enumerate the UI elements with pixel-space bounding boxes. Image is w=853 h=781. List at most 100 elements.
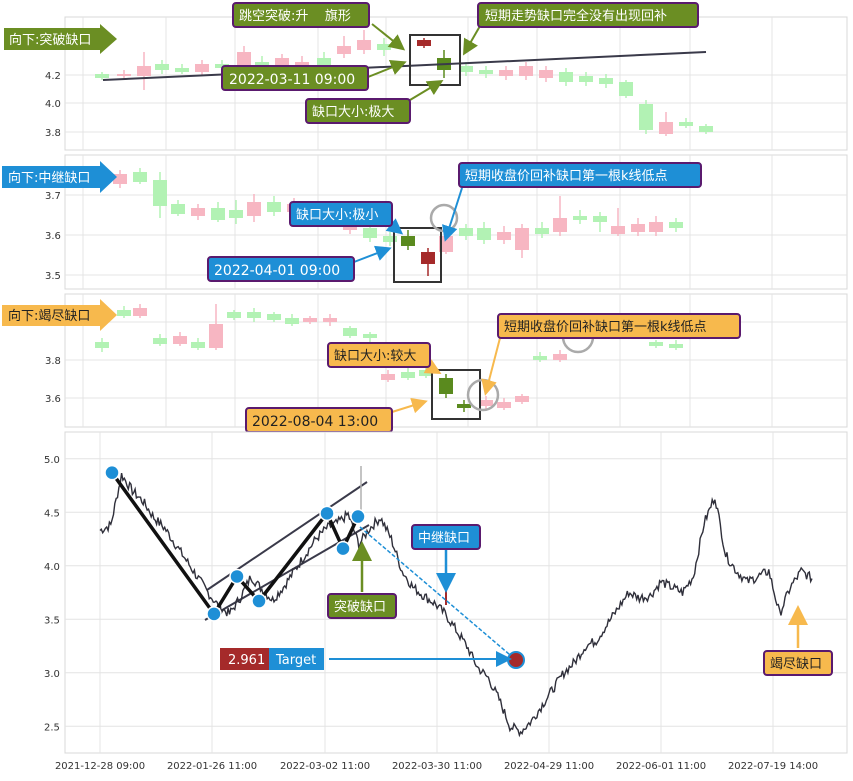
candle-body: [519, 66, 533, 76]
candle-body: [639, 104, 653, 130]
exhaustion-callout-arrow: [481, 337, 501, 396]
runaway-callout-date-box: [207, 256, 355, 282]
candle-body: [363, 334, 377, 338]
runaway-callout-date: 2022-04-01 09:00: [214, 263, 340, 279]
panel-exhaustion-tag: 向下:竭尽缺口: [8, 308, 90, 324]
target-value-box: [220, 648, 269, 670]
main-ytick-label: 4.0: [44, 562, 60, 573]
breakaway-callout-fill-box: [477, 2, 699, 28]
panel-main-yticks: 5.0 4.5 4.0 3.5 3.0 2.5: [44, 455, 60, 734]
exhaustion-callout-arrow: [391, 397, 428, 414]
candle-body: [417, 40, 431, 46]
target-label-box: [269, 648, 324, 670]
candle-body: [237, 52, 251, 66]
candle-body: [195, 64, 209, 72]
panel-exhaustion-tag-arrow: [2, 299, 117, 331]
candle-body: [133, 308, 147, 316]
candle-body: [191, 342, 205, 348]
breakaway-callout-fill: 短期走势缺口完全没有出现回补: [485, 8, 667, 24]
candle-body: [669, 344, 683, 348]
breakaway-callout-date: 2022-03-11 09:00: [229, 72, 355, 88]
candle-body: [377, 44, 391, 50]
candle-body: [515, 228, 529, 250]
panel-breakaway-tag-arrow: [4, 24, 117, 54]
breakaway-callout-arrow: [367, 60, 407, 78]
target-projection-line: [359, 526, 517, 661]
panel-runaway-tag-arrow: [2, 161, 117, 193]
candle-body: [175, 68, 189, 72]
candle-body: [247, 202, 261, 216]
panel-breakaway-tag: 向下:突破缺口: [9, 32, 91, 48]
candle-body: [133, 172, 147, 182]
main-xtick-label: 2022-01-26 11:00: [167, 761, 257, 772]
breakaway-callout-arrow: [409, 79, 444, 101]
candle-body: [191, 208, 205, 216]
breakaway-callout-date-box: [221, 65, 369, 91]
runaway-callout-arrow: [353, 245, 392, 263]
candle-body: [459, 228, 473, 236]
panel-breakaway: 4.2 4.0 3.8 向下:突破缺口 跳空突破:升 旗形 短期走势缺口完全没有…: [4, 2, 848, 151]
candle-body: [117, 74, 131, 76]
candle-body: [539, 70, 553, 78]
panel-main-xticks: 2021-12-28 09:00 2022-01-26 11:00 2022-03-…: [55, 761, 818, 772]
panel-exhaustion-candles: [95, 304, 683, 412]
pattern-point: [350, 508, 366, 525]
exhaustion-callout-size-box: [327, 342, 431, 368]
candle-body: [381, 374, 395, 380]
main-ytick-label: 3.0: [44, 669, 60, 680]
runaway-gap-box: [393, 227, 442, 283]
candle-body: [659, 122, 673, 134]
candle-body: [533, 356, 547, 360]
pattern-point: [319, 505, 335, 522]
exhaustion-callout-fill: 短期收盘价回补缺口第一根k线低点: [504, 319, 707, 335]
candle-body: [117, 310, 131, 316]
pattern-point: [251, 593, 267, 609]
breakaway-callout-arrow: [371, 23, 406, 51]
panel-breakaway-grid: [65, 17, 847, 150]
candle-body: [153, 180, 167, 206]
candle-body: [553, 354, 567, 360]
candle-body: [401, 372, 415, 378]
candle-body: [155, 64, 169, 70]
panel-breakaway-ytick: 4.2: [45, 71, 61, 82]
candle-body: [421, 252, 435, 264]
pattern-point: [104, 464, 120, 481]
runaway-label: 中继缺口: [418, 531, 470, 546]
candle-body: [699, 126, 713, 132]
runaway-callout-arrow: [442, 187, 463, 242]
pattern-points: [104, 464, 366, 622]
panel-runaway-candles: [113, 168, 683, 276]
candle-body: [611, 226, 625, 234]
candle-body: [227, 312, 241, 318]
main-ytick-label: 5.0: [44, 455, 60, 466]
candle-body: [267, 314, 281, 320]
candle-body: [303, 318, 317, 322]
panel-runaway-ytick: 3.7: [45, 191, 61, 202]
main-ytick-label: 3.5: [44, 615, 60, 626]
exhaustion-callout-date: 2022-08-04 13:00: [252, 414, 378, 430]
main-ytick-label: 4.5: [44, 508, 60, 519]
candle-body: [401, 236, 415, 246]
runaway-callout-size: 缺口大小:极小: [296, 208, 378, 223]
candle-body: [619, 82, 633, 96]
candle-body: [337, 46, 351, 54]
main-xtick-label: 2021-12-28 09:00: [55, 761, 145, 772]
candle-body: [679, 122, 693, 126]
runaway-callout-size-box: [289, 201, 393, 227]
pattern-point: [229, 568, 245, 585]
candle-body: [267, 202, 281, 212]
candle-body: [457, 404, 471, 408]
candle-body: [113, 174, 127, 184]
panel-breakaway-frame: [64, 16, 848, 151]
candle-body: [317, 58, 331, 68]
candle-body: [173, 336, 187, 344]
candle-body: [209, 324, 223, 348]
panel-runaway-ytick: 3.6: [45, 231, 61, 242]
breakaway-label-box: [327, 593, 397, 619]
panel-exhaustion-ytick: 3.6: [45, 394, 61, 405]
candle-body: [285, 318, 299, 324]
main-ytick-label: 2.5: [44, 722, 60, 733]
candle-body: [515, 396, 529, 402]
panel-main-frame: [64, 431, 848, 754]
